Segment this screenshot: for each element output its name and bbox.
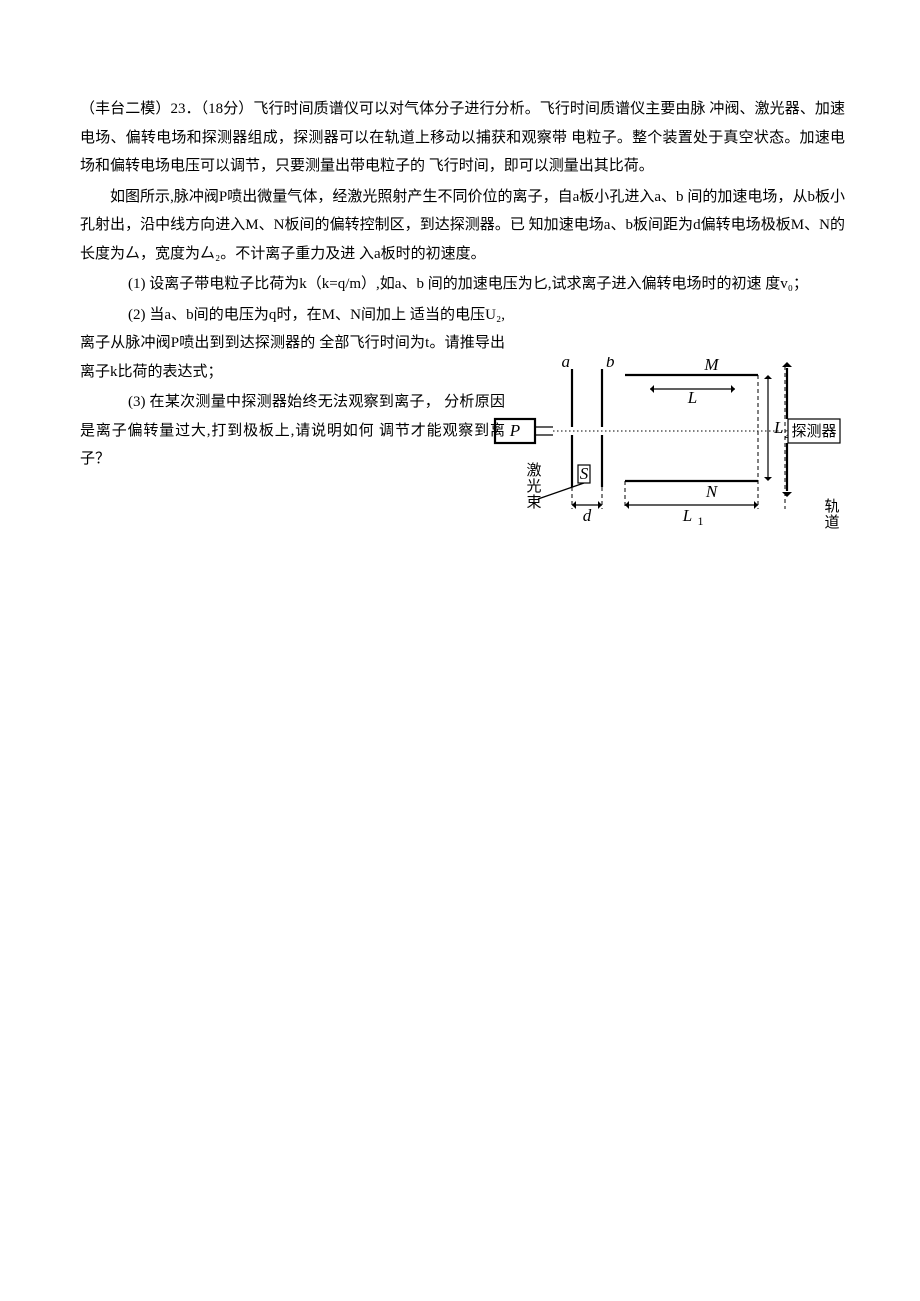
problem-intro: （丰台二模）23．（18分）飞行时间质谱仪可以对气体分子进行分析。飞行时间质谱仪… [80, 95, 845, 181]
svg-text:激: 激 [526, 462, 541, 479]
svg-text:L: L [773, 418, 783, 437]
v0-symbol: v₀ [780, 276, 793, 292]
svg-text:L: L [682, 506, 692, 525]
svg-text:M: M [703, 357, 719, 374]
svg-text:道: 道 [824, 514, 839, 531]
source: （丰台二模） [80, 101, 170, 117]
q3: (3) 在某次测量中探测器始终无法观察到离子， 分析原因是离子偏转量过大,打到极… [80, 388, 505, 474]
svg-text:光: 光 [526, 478, 541, 495]
svg-text:L: L [687, 388, 697, 407]
q1: (1) 设离子带电粒子比荷为k（k=q/m）,如a、b 间的加速电压为匕,试求离… [80, 270, 845, 299]
svg-text:束: 束 [526, 494, 541, 511]
svg-text:S: S [580, 464, 589, 483]
svg-text:b: b [606, 357, 615, 371]
p2: 如图所示,脉冲阀P喷出微量气体，经激光照射产生不同价位的离子，自a板小孔进入a、… [80, 183, 845, 269]
q2: (2) 当a、b间的电压为q时，在M、N间加上 适当的电压U₂,离子从脉冲阀P喷… [80, 301, 505, 387]
svg-text:d: d [583, 506, 592, 525]
problem-points: （18分） [201, 101, 254, 117]
physics-diagram: PabSMNLL2探测器dL1激光束轨道 [490, 357, 850, 557]
problem-number: 23． [170, 101, 200, 117]
svg-text:P: P [509, 421, 520, 440]
svg-text:探测器: 探测器 [791, 423, 836, 440]
svg-text:a: a [562, 357, 571, 371]
svg-text:N: N [705, 482, 719, 501]
svg-text:1: 1 [698, 514, 704, 528]
svg-text:轨: 轨 [824, 498, 839, 515]
